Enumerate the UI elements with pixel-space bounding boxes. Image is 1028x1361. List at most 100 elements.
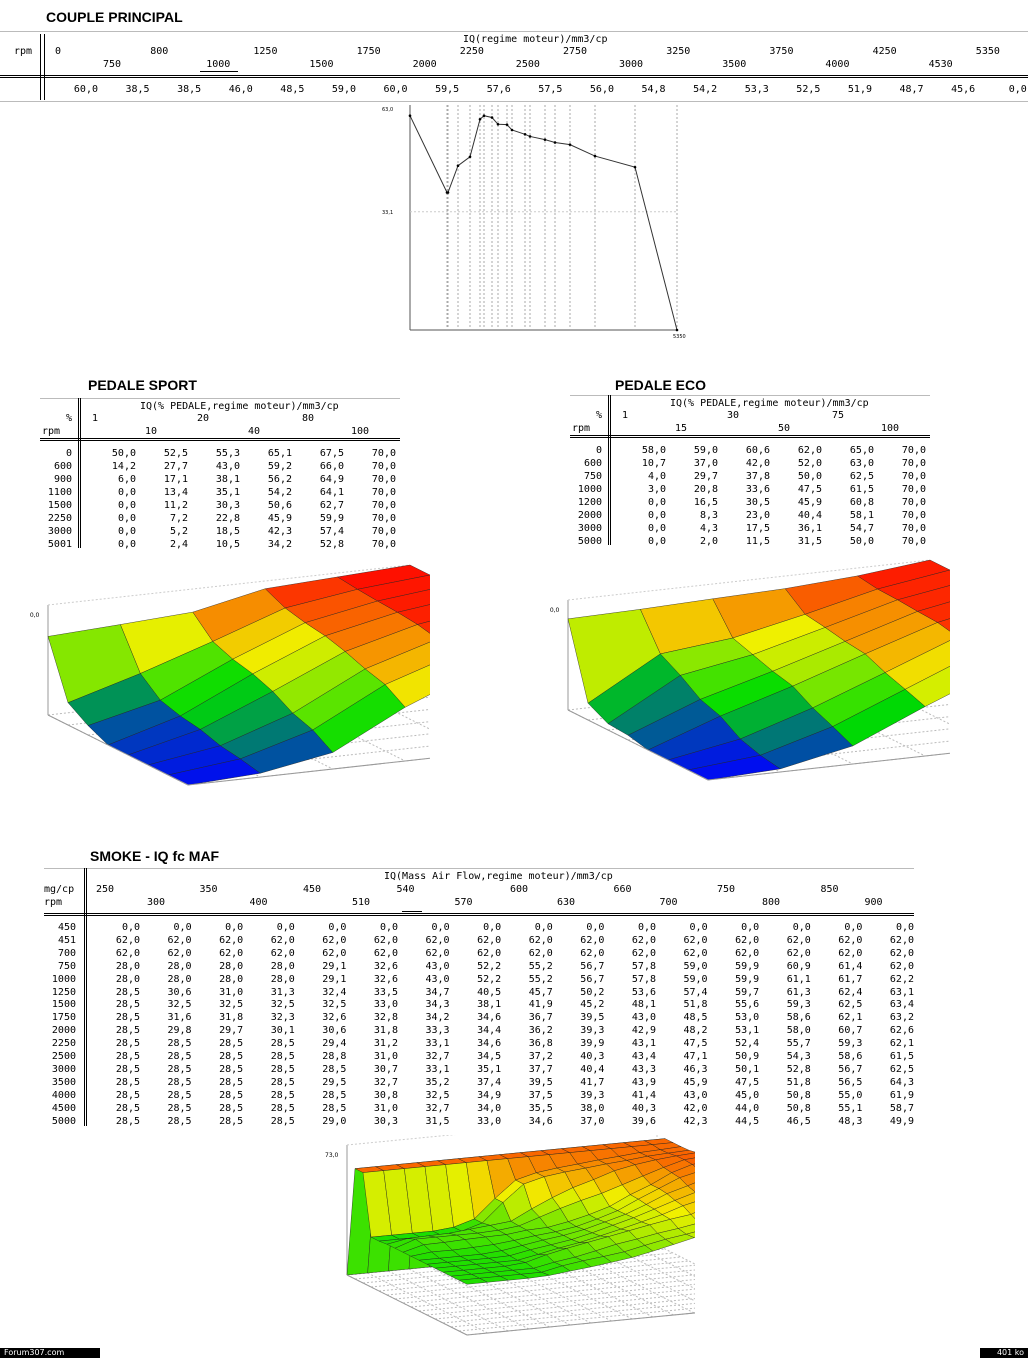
- smoke-cell: 62,0: [425, 947, 450, 959]
- smoke-cell: 34,6: [477, 1012, 502, 1024]
- smoke-row-rpm: 1500: [51, 999, 76, 1011]
- couple-rpm-top-label: 0: [55, 46, 62, 57]
- smoke-cell: 53,6: [631, 986, 656, 998]
- smoke-cell: 33,1: [425, 1063, 450, 1075]
- couple-value-cell: 56,0: [589, 84, 614, 95]
- smoke-row-rpm: 451: [57, 934, 76, 946]
- smoke-cell: 33,1: [425, 1038, 450, 1050]
- smoke-cell: 62,0: [477, 934, 502, 946]
- smoke-cell: 37,2: [528, 1051, 553, 1062]
- smoke-col-bottom: 900: [864, 897, 883, 908]
- smoke-row-rpm: 1750: [51, 1012, 76, 1024]
- smoke-cell: 30,8: [373, 1089, 398, 1101]
- smoke-cell: 28,5: [115, 1102, 140, 1114]
- couple-point: [543, 138, 547, 141]
- eco-row-rpm: 1200: [577, 497, 602, 508]
- smoke-cell: 52,4: [735, 1038, 760, 1050]
- smoke-cell: 32,8: [373, 1012, 398, 1024]
- smoke-cell: 38,0: [580, 1102, 605, 1114]
- sport-cell: 70,0: [371, 526, 396, 537]
- eco-col-top: 75: [832, 410, 845, 421]
- smoke-cell: 59,3: [786, 999, 811, 1011]
- smoke-cell: 29,4: [322, 1038, 347, 1050]
- smoke-cell: 51,8: [786, 1076, 811, 1088]
- smoke-cell: 62,0: [373, 934, 398, 946]
- smoke-cell: 34,5: [477, 1051, 502, 1062]
- eco-row-rpm: 3000: [577, 523, 602, 534]
- sport-cell: 59,9: [319, 513, 344, 524]
- couple-point: [568, 143, 572, 146]
- smoke-cell: 55,0: [838, 1089, 863, 1101]
- eco-cell: 0,0: [647, 536, 666, 547]
- sport-cell: 57,4: [319, 526, 344, 537]
- smoke-cell: 28,5: [270, 1038, 295, 1050]
- sport-cell: 70,0: [371, 474, 396, 485]
- smoke-cell: 0,0: [792, 922, 811, 933]
- sport-cell: 64,9: [319, 474, 344, 485]
- sport-cell: 13,4: [163, 487, 188, 498]
- smoke-cell: 0,0: [431, 922, 450, 933]
- smoke-cell: 55,6: [735, 999, 760, 1011]
- couple-rpm-top-label: 3750: [769, 46, 794, 57]
- couple-y-mid-label: 33,1: [382, 210, 393, 216]
- smoke-cell: 28,5: [167, 1115, 192, 1127]
- eco-row-rpm: 0: [595, 445, 602, 456]
- smoke-cell: 54,3: [786, 1051, 811, 1062]
- eco-cell: 60,6: [745, 445, 770, 456]
- eco-z-label: 70,0: [550, 607, 560, 614]
- smoke-cell: 28,5: [167, 1089, 192, 1101]
- eco-cell: 50,0: [797, 471, 822, 482]
- smoke-col-bottom: 300: [147, 897, 166, 908]
- smoke-cell: 45,7: [528, 986, 553, 998]
- smoke-cell: 29,7: [219, 1025, 244, 1037]
- eco-col-top: 30: [727, 410, 740, 421]
- eco-cell: 70,0: [901, 536, 926, 547]
- eco-cell: 58,0: [641, 445, 666, 456]
- smoke-cell: 34,6: [528, 1115, 553, 1127]
- sport-z-label: 70,0: [30, 612, 40, 619]
- smoke-surface-patch: [677, 1223, 695, 1235]
- eco-axis-title: IQ(% PEDALE,regime moteur)/mm3/cp: [670, 398, 869, 409]
- couple-value-cell: 57,6: [486, 84, 511, 95]
- smoke-cell: 62,0: [528, 934, 553, 946]
- eco-cell: 62,5: [849, 471, 874, 482]
- smoke-cell: 62,0: [270, 947, 295, 959]
- couple-value-cell: 59,5: [435, 84, 460, 95]
- smoke-cell: 58,6: [838, 1051, 863, 1062]
- couple-value-cell: 54,8: [641, 84, 666, 95]
- smoke-cell: 28,5: [115, 1012, 140, 1024]
- eco-cell: 0,0: [647, 497, 666, 508]
- smoke-cell: 28,5: [219, 1063, 244, 1075]
- couple-value-cell: 60,0: [383, 84, 408, 95]
- couple-rpm-bottom-label: 1000: [206, 59, 231, 70]
- smoke-surface-patch: [666, 1185, 695, 1201]
- eco-cell: 70,0: [901, 445, 926, 456]
- smoke-cell: 28,0: [270, 973, 295, 985]
- eco-cell: 30,5: [745, 497, 770, 508]
- smoke-cell: 59,0: [683, 960, 708, 972]
- smoke-cell: 28,0: [219, 960, 244, 972]
- smoke-cell: 31,0: [373, 1051, 398, 1062]
- smoke-cell: 28,0: [167, 960, 192, 972]
- smoke-cell: 32,7: [425, 1051, 450, 1062]
- couple-rpm-top-label: 3250: [666, 46, 691, 57]
- smoke-cell: 62,0: [270, 934, 295, 946]
- eco-cell: 17,5: [745, 523, 770, 534]
- smoke-cell: 62,0: [219, 934, 244, 946]
- smoke-cell: 0,0: [844, 922, 863, 933]
- smoke-cell: 37,4: [477, 1076, 502, 1088]
- smoke-cell: 33,0: [373, 999, 398, 1011]
- smoke-cell: 62,0: [115, 947, 140, 959]
- sport-cell: 50,0: [111, 448, 136, 459]
- eco-surface-patch: [884, 640, 950, 690]
- sport-row-rpm: 2250: [47, 513, 72, 524]
- sport-cell: 62,7: [319, 500, 344, 511]
- smoke-cell: 28,5: [115, 1063, 140, 1075]
- sport-cell: 52,5: [163, 448, 188, 459]
- eco-cell: 20,8: [693, 484, 718, 495]
- couple-value-cell: 46,0: [228, 84, 253, 95]
- smoke-cell: 59,7: [735, 986, 760, 998]
- smoke-cell: 34,3: [425, 999, 450, 1011]
- smoke-cell: 37,7: [528, 1063, 553, 1075]
- smoke-cell: 35,5: [528, 1102, 553, 1114]
